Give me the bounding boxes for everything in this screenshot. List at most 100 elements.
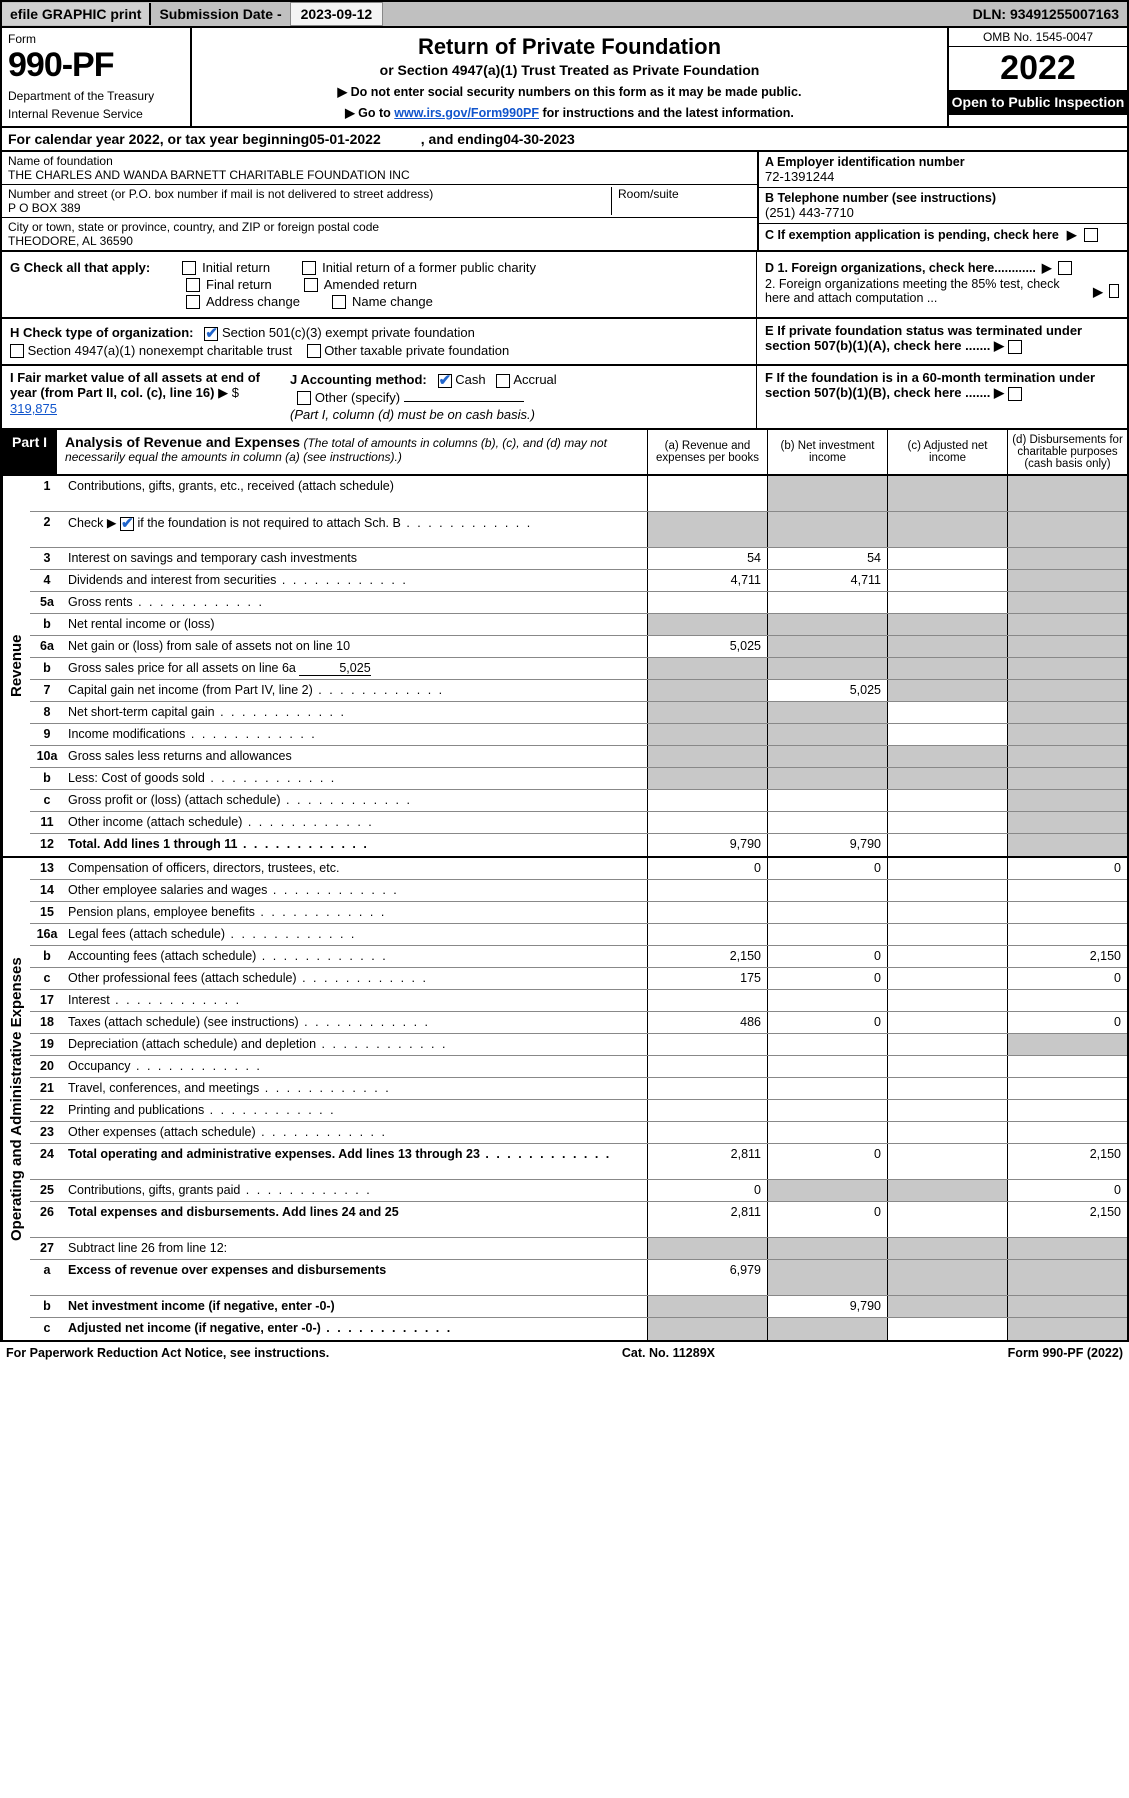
cell-a [647,1034,767,1055]
part1-expenses-table: Operating and Administrative Expenses 13… [0,858,1129,1342]
row-number: 15 [30,902,64,923]
cell-c [887,834,1007,856]
d2-checkbox[interactable] [1109,284,1119,298]
row-number: 11 [30,812,64,833]
cell-d [1007,1238,1127,1259]
g-address-checkbox[interactable] [186,295,200,309]
d1-label: D 1. Foreign organizations, check here..… [765,261,1036,275]
cell-d [1007,834,1127,856]
cell-c [887,968,1007,989]
irs-link[interactable]: www.irs.gov/Form990PF [394,106,539,120]
j-other-checkbox[interactable] [297,391,311,405]
cell-a [647,924,767,945]
expenses-side-label: Operating and Administrative Expenses [2,858,30,1340]
goto-pre: ▶ Go to [345,106,394,120]
table-row: 3Interest on savings and temporary cash … [30,548,1127,570]
cell-c [887,592,1007,613]
row-description: Subtract line 26 from line 12: [64,1238,647,1259]
cell-c [887,1238,1007,1259]
cell-a: 6,979 [647,1260,767,1295]
topbar: efile GRAPHIC print Submission Date - 20… [0,0,1129,28]
table-row: cGross profit or (loss) (attach schedule… [30,790,1127,812]
cal-begin: 05-01-2022 [309,131,381,147]
cell-a [647,680,767,701]
row-number: 7 [30,680,64,701]
row-description: Check ▶ if the foundation is not require… [64,512,647,547]
cell-d [1007,1318,1127,1340]
row-number: 13 [30,858,64,879]
foundation-name: THE CHARLES AND WANDA BARNETT CHARITABLE… [8,168,751,182]
g-name-checkbox[interactable] [332,295,346,309]
table-row: cOther professional fees (attach schedul… [30,968,1127,990]
h-4947-checkbox[interactable] [10,344,24,358]
cell-a [647,768,767,789]
row-description: Less: Cost of goods sold [64,768,647,789]
cell-b [767,592,887,613]
table-row: 8Net short-term capital gain [30,702,1127,724]
d1-checkbox[interactable] [1058,261,1072,275]
f-checkbox[interactable] [1008,387,1022,401]
cell-a [647,1318,767,1340]
row-number: 19 [30,1034,64,1055]
page-footer: For Paperwork Reduction Act Notice, see … [0,1342,1129,1364]
row-number: c [30,968,64,989]
submission-date-value: 2023-09-12 [290,2,384,26]
g-final-checkbox[interactable] [186,278,200,292]
table-row: 25Contributions, gifts, grants paid00 [30,1180,1127,1202]
f-label: F If the foundation is in a 60-month ter… [765,370,1095,400]
row-number: 14 [30,880,64,901]
cell-a [647,902,767,923]
form-title: Return of Private Foundation [198,34,941,60]
table-row: bNet investment income (if negative, ent… [30,1296,1127,1318]
row-description: Net investment income (if negative, ente… [64,1296,647,1317]
cell-c [887,570,1007,591]
g-initial-checkbox[interactable] [182,261,196,275]
cell-a: 9,790 [647,834,767,856]
row-number: 17 [30,990,64,1011]
cell-d: 0 [1007,858,1127,879]
j-cash: Cash [455,372,485,387]
g-initial-former-checkbox[interactable] [302,261,316,275]
cell-a [647,790,767,811]
cell-d [1007,924,1127,945]
cell-d: 0 [1007,1012,1127,1033]
row-number: 2 [30,512,64,547]
g-initial: Initial return [202,260,270,275]
table-row: 22Printing and publications [30,1100,1127,1122]
row-number: 6a [30,636,64,657]
h-other: Other taxable private foundation [324,343,509,358]
row-description: Other income (attach schedule) [64,812,647,833]
c-checkbox[interactable] [1084,228,1098,242]
open-public: Open to Public Inspection [949,90,1127,115]
j-accrual: Accrual [513,372,556,387]
h-501c3-checkbox[interactable] [204,327,218,341]
cell-d [1007,768,1127,789]
row-description: Occupancy [64,1056,647,1077]
h-501c3: Section 501(c)(3) exempt private foundat… [222,325,475,340]
row-number: 22 [30,1100,64,1121]
j-accrual-checkbox[interactable] [496,374,510,388]
table-row: 27Subtract line 26 from line 12: [30,1238,1127,1260]
cell-b [767,1122,887,1143]
row-number: b [30,1296,64,1317]
col-a-header: (a) Revenue and expenses per books [647,430,767,474]
g-amended-checkbox[interactable] [304,278,318,292]
cell-c [887,880,1007,901]
cell-b [767,880,887,901]
cell-b [767,1318,887,1340]
e-checkbox[interactable] [1008,340,1022,354]
schb-checkbox[interactable] [120,517,134,531]
j-note: (Part I, column (d) must be on cash basi… [290,407,748,422]
j-cash-checkbox[interactable] [438,374,452,388]
row-description: Other employee salaries and wages [64,880,647,901]
cell-b [767,1238,887,1259]
efile-print-button[interactable]: efile GRAPHIC print [2,3,151,25]
i-value[interactable]: 319,875 [10,401,57,416]
row-number: 21 [30,1078,64,1099]
part1-revenue-table: Revenue 1Contributions, gifts, grants, e… [0,476,1129,858]
cal-end: 04-30-2023 [503,131,575,147]
h-other-checkbox[interactable] [307,344,321,358]
table-row: 20Occupancy [30,1056,1127,1078]
c-label: C If exemption application is pending, c… [765,228,1059,242]
g-amended: Amended return [324,277,417,292]
